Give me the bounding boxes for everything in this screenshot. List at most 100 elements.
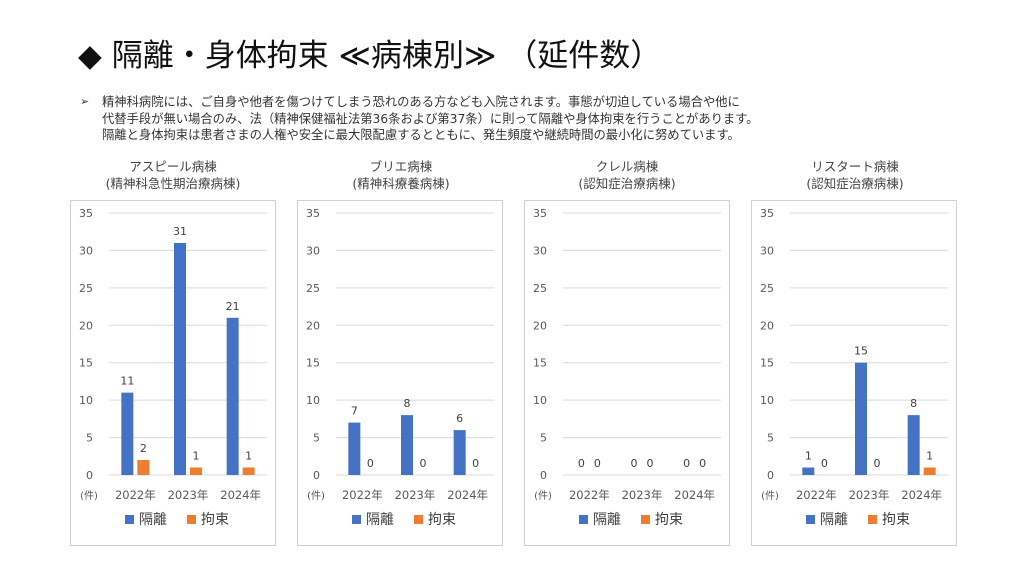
data-label: 1: [926, 450, 933, 463]
y-tick-label: 0: [86, 469, 93, 482]
legend-swatch: [806, 515, 815, 524]
data-label: 0: [472, 457, 479, 470]
data-label: 8: [910, 397, 917, 410]
bar-isolation: [802, 467, 815, 475]
y-tick-label: 10: [533, 394, 547, 407]
y-tick-label: 5: [313, 432, 320, 445]
x-tick-label: 2023年: [168, 488, 209, 502]
ward-name: リスタート病棟: [811, 159, 899, 174]
chart-svg: 0 5 10 15 20 25 30 35 (件) 2022年 11 2 2023年 31 1 2024年 21…: [79, 207, 267, 528]
x-tick-label: 2023年: [395, 488, 436, 502]
ward-title-3: クレル病棟 (認知症治療病棟): [522, 158, 732, 192]
y-tick-label: 30: [533, 244, 547, 257]
chart-panel-3: 0 5 10 15 20 25 30 35 (件) 2022年 0 0 2023年 0 0 2024年 0 0 隔離…: [524, 200, 730, 546]
y-tick-label: 20: [306, 319, 320, 332]
unit-label: (件): [307, 490, 325, 502]
data-label: 6: [456, 412, 463, 425]
data-label: 0: [594, 457, 601, 470]
legend-swatch: [352, 515, 361, 524]
y-tick-label: 35: [533, 207, 547, 220]
y-tick-label: 5: [767, 432, 774, 445]
y-tick-label: 30: [760, 244, 774, 257]
bar-isolation: [855, 362, 867, 475]
y-tick-label: 10: [79, 394, 93, 407]
bar-isolation: [226, 317, 239, 475]
data-label: 0: [821, 457, 828, 470]
bar-isolation: [907, 415, 920, 475]
legend-swatch: [414, 515, 423, 524]
legend-label: 隔離: [820, 511, 848, 528]
chart-panel-2: 0 5 10 15 20 25 30 35 (件) 2022年 7 0 2023年 8 0 2024年 6 0 隔離…: [297, 200, 503, 546]
data-label: 15: [854, 345, 868, 358]
data-label: 2: [140, 442, 147, 455]
bar-restraint: [190, 467, 202, 475]
bullet-icon: ➢: [80, 95, 90, 108]
x-tick-label: 2024年: [674, 488, 715, 502]
ward-name: クレル病棟: [595, 159, 659, 174]
y-tick-label: 30: [79, 244, 93, 257]
x-tick-label: 2022年: [569, 488, 610, 502]
data-label: 0: [699, 457, 706, 470]
description: ➢ 精神科病院には、ご自身や他者を傷つけてしまう恐れのある方なども入院されます。…: [80, 94, 980, 144]
legend-swatch: [187, 515, 196, 524]
y-tick-label: 15: [760, 357, 774, 370]
ward-name: ブリエ病棟: [369, 159, 433, 174]
page-title: ◆ 隔離・身体拘束 ≪病棟別≫ （延件数）: [78, 38, 662, 74]
unit-label: (件): [761, 490, 779, 502]
data-label: 1: [805, 450, 812, 463]
ward-type: (認知症治療病棟): [578, 176, 676, 191]
legend-label: 拘束: [201, 512, 229, 528]
ward-type: (精神科療養病棟): [352, 176, 450, 191]
legend-label: 隔離: [366, 511, 394, 528]
legend-swatch: [868, 515, 877, 524]
y-tick-label: 5: [540, 432, 547, 445]
data-label: 7: [351, 405, 358, 418]
legend-label: 拘束: [428, 512, 456, 528]
description-line: 隔離と身体拘束は患者さまの人権や安全に最大限配慮するとともに、発生頻度や継続時間…: [102, 128, 740, 142]
y-tick-label: 10: [306, 394, 320, 407]
y-tick-label: 35: [79, 207, 93, 220]
data-label: 8: [404, 397, 411, 410]
data-label: 31: [173, 225, 187, 238]
ward-title-4: リスタート病棟 (認知症治療病棟): [750, 158, 960, 192]
legend-label: 隔離: [593, 511, 621, 528]
y-tick-label: 10: [760, 394, 774, 407]
data-label: 0: [420, 457, 427, 470]
data-label: 0: [647, 457, 654, 470]
x-tick-label: 2022年: [115, 488, 156, 502]
data-label: 21: [226, 300, 240, 313]
data-label: 0: [874, 457, 881, 470]
y-tick-label: 0: [313, 469, 320, 482]
bar-isolation: [174, 242, 186, 475]
x-tick-label: 2024年: [901, 488, 942, 502]
ward-name: アスピール病棟: [129, 159, 217, 174]
legend-label: 拘束: [882, 512, 910, 528]
y-tick-label: 15: [306, 357, 320, 370]
data-label: 1: [193, 450, 200, 463]
y-tick-label: 30: [306, 244, 320, 257]
description-line: 代替手段が無い場合のみ、法（精神保健福祉法第36条および第37条）に則って隔離や…: [102, 111, 759, 126]
y-tick-label: 5: [86, 432, 93, 445]
y-tick-label: 35: [760, 207, 774, 220]
x-tick-label: 2022年: [796, 488, 837, 502]
legend-label: 隔離: [139, 511, 167, 528]
chart-panel-4: 0 5 10 15 20 25 30 35 (件) 2022年 1 0 2023年 15 0 2024年 8 1 隔…: [751, 200, 957, 546]
y-tick-label: 0: [767, 469, 774, 482]
description-line: 精神科病院には、ご自身や他者を傷つけてしまう恐れのある方なども入院されます。事態…: [102, 95, 740, 109]
y-tick-label: 20: [79, 319, 93, 332]
legend-label: 拘束: [655, 512, 683, 528]
y-tick-label: 15: [533, 357, 547, 370]
x-tick-label: 2024年: [220, 488, 261, 502]
legend-swatch: [641, 515, 650, 524]
bar-isolation: [401, 415, 413, 475]
data-label: 0: [631, 457, 638, 470]
data-label: 1: [245, 450, 252, 463]
legend-swatch: [579, 515, 588, 524]
ward-type: (精神科急性期治療病棟): [105, 176, 241, 191]
y-tick-label: 0: [540, 469, 547, 482]
y-tick-label: 25: [306, 282, 320, 295]
ward-type: (認知症治療病棟): [806, 176, 904, 191]
bar-isolation: [348, 422, 361, 475]
